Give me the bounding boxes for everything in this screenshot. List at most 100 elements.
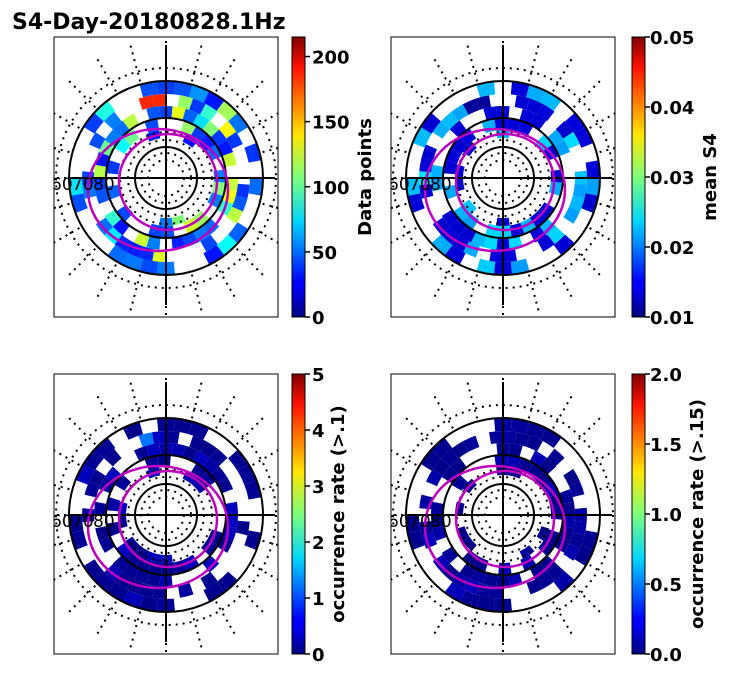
meridian-dotted [190, 274, 204, 314]
panel-top-right: 60 70 80 0.01 0.02 0.03 0.04 0.05 mean S4 [390, 28, 721, 329]
heatmap-cell [537, 104, 555, 122]
heatmap-cell [95, 217, 114, 236]
heatmap-cell [574, 126, 594, 148]
colorbar-tick-label: 0.01 [650, 308, 694, 329]
heatmap-cell [228, 112, 249, 134]
heatmap-cell [498, 562, 512, 576]
polar-plot: 60 70 80 [391, 375, 615, 654]
heatmap-cell [453, 204, 471, 222]
radial-tick-label: 70 [72, 175, 94, 195]
heatmap-cell [444, 245, 466, 265]
heatmap-cell [157, 454, 171, 468]
heatmap-cell [171, 106, 186, 121]
heatmap-cell [203, 582, 225, 602]
heatmap-cell [489, 586, 504, 600]
heatmap-cell [146, 551, 161, 563]
meridian-dotted [391, 539, 407, 547]
heatmap-cell [510, 258, 530, 275]
heatmap-cell [431, 437, 453, 459]
colorbar-tick-label: 100 [312, 178, 350, 199]
oval-equatorward-boundary [86, 127, 230, 253]
heatmap-cell [146, 443, 161, 458]
heatmap-cell [506, 118, 521, 133]
heatmap-cell [407, 193, 425, 213]
heatmap-cell [216, 234, 238, 256]
heatmap-cell [569, 532, 585, 549]
heatmap-cell [248, 178, 263, 196]
heatmap-cell [432, 121, 450, 139]
polar-plot: 60 70 80 [54, 38, 278, 317]
colorbar-tick-label: 50 [312, 243, 337, 264]
heatmap-cell [540, 91, 562, 111]
heatmap-cell [476, 258, 496, 275]
heatmap-cell [456, 526, 470, 541]
heatmap-cell [226, 131, 243, 149]
meridian-dotted [54, 202, 70, 210]
heatmap-cell [116, 204, 134, 222]
heatmap-cell [107, 582, 129, 602]
colorbar-tick-label: 0.02 [650, 238, 694, 259]
meridian-dotted [215, 264, 237, 300]
heatmap-cell [558, 489, 574, 504]
heatmap-cell [152, 249, 167, 263]
meridian-dotted [432, 56, 454, 92]
heatmap-cell [553, 571, 575, 593]
heatmap-cell [237, 463, 257, 485]
colorbar-tick-label: 4 [312, 421, 325, 442]
heatmap-cell [503, 249, 517, 262]
meridian-dotted [128, 611, 142, 651]
heatmap-cell [407, 530, 425, 550]
heatmap-cell [462, 435, 480, 452]
heatmap-cell [171, 214, 186, 226]
heatmap-cell [116, 541, 134, 559]
heatmap-cell [565, 112, 586, 134]
heatmap-cell [139, 595, 159, 612]
colorbar-tick-label: 2.0 [650, 365, 682, 386]
heatmap-cell [514, 432, 531, 447]
colorbar-tick-label: 0.5 [650, 575, 682, 596]
heatmap-cell [569, 195, 585, 212]
grid-circle-dotted [55, 67, 277, 289]
heatmap-cell [173, 81, 193, 98]
heatmap-cell [563, 131, 580, 149]
heatmap-cell [483, 106, 498, 121]
heatmap-cell [82, 184, 97, 199]
heatmap-cell [221, 526, 237, 541]
heatmap-cell [563, 468, 580, 486]
heatmap-cell [462, 536, 477, 552]
colorbar-tick-label: 1.5 [650, 435, 682, 456]
heatmap-cell [189, 98, 206, 115]
heatmap-cell [182, 108, 199, 125]
oval-equatorward-boundary [423, 464, 567, 590]
heatmap-cell [216, 100, 238, 122]
colorbar-tick-label: 5 [312, 365, 325, 386]
heatmap-cell [558, 526, 574, 541]
heatmap-cell [441, 111, 459, 130]
meridian-dotted [432, 264, 454, 300]
heatmap-cell [563, 543, 580, 561]
heatmap-cell [106, 184, 122, 200]
heatmap-cell [104, 111, 122, 130]
heatmap-cell [432, 217, 451, 236]
meridian-dotted [236, 415, 266, 445]
meridian-dotted [54, 449, 80, 466]
heatmap-cell [451, 104, 469, 122]
heatmap-cell [133, 231, 150, 248]
heatmap-cell [192, 210, 210, 228]
heatmap-cell [431, 234, 453, 256]
heatmap-cell [476, 81, 496, 98]
panel-frame [53, 36, 279, 318]
meridian-dotted [190, 42, 204, 82]
heatmap-cell [83, 559, 104, 581]
heatmap-cell [451, 474, 468, 491]
heatmap-cell [161, 562, 175, 576]
radial-tick-label: 80 [93, 175, 115, 195]
heatmap-cell [462, 199, 477, 215]
heatmap-cell [178, 583, 194, 598]
meridian-dotted [403, 585, 433, 615]
meridian-dotted [527, 379, 541, 419]
colorbar [631, 373, 646, 655]
meridian-dotted [252, 112, 278, 129]
meridian-dotted [66, 78, 96, 108]
heatmap-cell [83, 449, 104, 471]
